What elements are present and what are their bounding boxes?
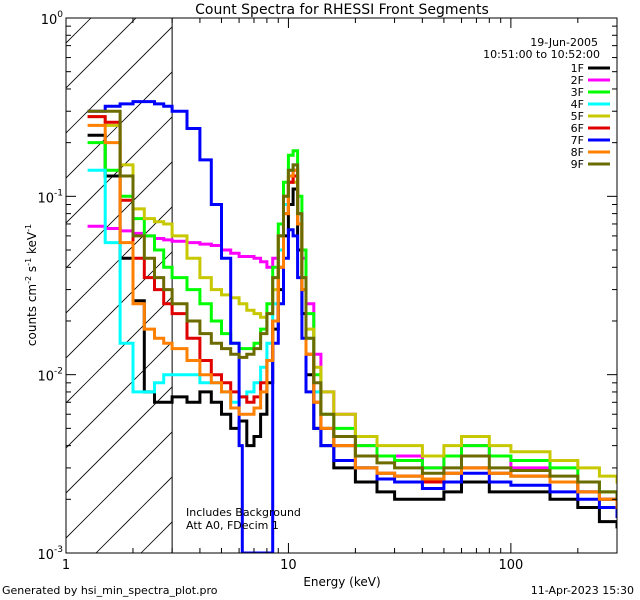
note-includes-background: Includes Background (186, 506, 301, 519)
hatch-line (0, 18, 46, 553)
y-tick-label-1e-3: 10-3 (37, 545, 63, 563)
y-axis-label: counts cm-2 s-1 keV-1 (24, 224, 39, 346)
legend-label-6f: 6F (571, 122, 584, 135)
hatch-line (0, 18, 1, 553)
observation-time-range: 10:51:00 to 10:52:00 (483, 48, 600, 61)
legend-label-4f: 4F (571, 98, 584, 111)
series-line-5f (87, 115, 617, 484)
legend-label-9f: 9F (571, 158, 584, 171)
note-attenuator: Att A0, FDecim 1 (186, 519, 279, 532)
y-tick-base: 10 (37, 548, 54, 563)
y-tick-label-1e-2: 10-2 (37, 367, 63, 385)
series-line-7f (87, 100, 617, 553)
hatch-line (66, 18, 137, 89)
legend-label-5f: 5F (571, 110, 584, 123)
y-tick-base: 10 (41, 13, 58, 28)
footer-generated-by: Generated by hsi_min_spectra_plot.pro (2, 584, 218, 597)
chart-title: Count Spectra for RHESSI Front Segments (195, 2, 489, 18)
hatch-line (66, 71, 173, 179)
excluded-region-hatch (0, 18, 640, 553)
x-tick-label-100: 100 (498, 558, 523, 573)
hatch-line (66, 386, 173, 494)
legend-label-2f: 2F (571, 74, 584, 87)
observation-date: 19-Jun-2005 (530, 36, 598, 49)
hatch-line (66, 431, 173, 539)
series-line-9f (87, 109, 617, 501)
x-tick-label-10: 10 (280, 558, 297, 573)
hatch-line (66, 26, 173, 134)
hatch-line (66, 251, 173, 359)
x-axis-label: Energy (keV) (303, 575, 380, 589)
y-tick-label-1e-1: 10-1 (37, 188, 63, 206)
y-tick-base: 10 (37, 370, 54, 385)
y-tick-label-1e0: 100 (41, 10, 64, 28)
legend-label-8f: 8F (571, 146, 584, 159)
hatch-line (66, 161, 173, 269)
hatch-line (636, 18, 640, 553)
hatch-line (66, 206, 173, 314)
legend-label-7f: 7F (571, 134, 584, 147)
legend-label-1f: 1F (571, 62, 584, 75)
series-line-8f (87, 123, 617, 509)
plot-frame (65, 17, 618, 554)
y-tick-exponent: -3 (54, 545, 63, 555)
footer-timestamp: 11-Apr-2023 15:30 (531, 584, 634, 597)
x-tick-label-1: 1 (62, 558, 70, 573)
y-tick-base: 10 (37, 191, 54, 206)
y-tick-exponent: -2 (54, 367, 63, 377)
hatch-line (66, 18, 92, 44)
y-tick-exponent: 0 (57, 10, 63, 20)
y-tick-exponent: -1 (54, 188, 63, 198)
hatch-line (546, 18, 640, 553)
legend-label-3f: 3F (571, 86, 584, 99)
